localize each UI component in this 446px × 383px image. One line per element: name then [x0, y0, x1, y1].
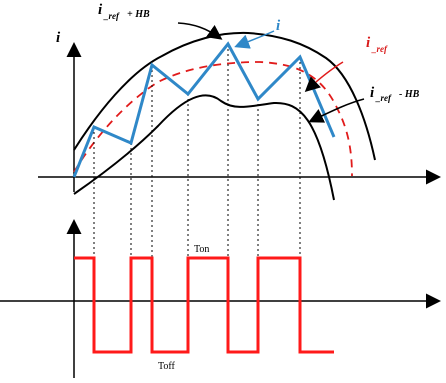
lower-band-label-sub: _ref [375, 93, 392, 103]
current-pointer [234, 30, 275, 49]
reference-label-prefix: i [366, 35, 371, 51]
reference-current-curve [73, 61, 353, 177]
y-axis-label: i [56, 30, 61, 46]
upper-band-label-suffix: + HB [127, 9, 150, 20]
current-label: i [276, 18, 281, 34]
switching-pulse-train [74, 256, 334, 354]
lower-band-curve [73, 94, 335, 201]
upper-band-label-prefix: i [98, 2, 103, 18]
lower-curve-pointer [308, 98, 365, 123]
upper-band-label-sub: _ref [103, 11, 120, 21]
ton-label: Ton [194, 244, 209, 255]
reference-label-sub: _ref [371, 44, 388, 54]
actual-current-waveform [72, 41, 336, 178]
reference-pointer [304, 61, 344, 93]
toff-label: Toff [158, 361, 176, 372]
upper-band-curve [73, 31, 376, 161]
lower-band-label-prefix: i [370, 85, 375, 101]
upper-curve-pointer [177, 22, 223, 40]
lower-band-label-suffix: - HB [399, 89, 420, 100]
